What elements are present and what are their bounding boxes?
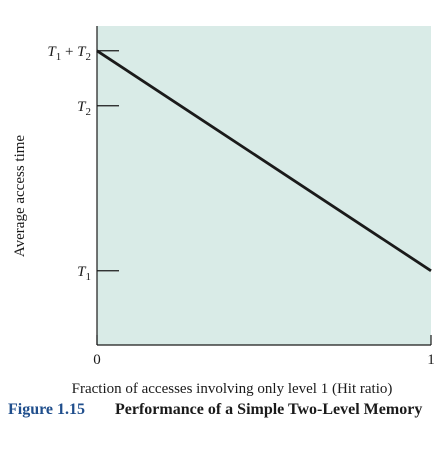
plot-area — [97, 26, 431, 345]
y-axis-title: Average access time — [12, 135, 28, 257]
figure-title: Performance of a Simple Two-Level Memory — [115, 401, 423, 418]
x-tick-label-0: 0 — [93, 352, 101, 368]
x-tick-label-1: 1 — [427, 352, 435, 368]
series-line-0 — [96, 49, 432, 272]
y-ticks: T1 T2 T1 + T2 — [47, 44, 119, 283]
x-axis-title: Fraction of accesses involving only leve… — [72, 381, 393, 397]
figure-number: Figure 1.15 — [8, 401, 86, 418]
y-tick-label-2: T1 + T2 — [47, 44, 91, 63]
y-tick-label-0: T1 — [77, 264, 91, 283]
y-tick-label-1: T2 — [77, 99, 91, 118]
series-layer — [96, 49, 432, 272]
axes — [96, 26, 431, 346]
